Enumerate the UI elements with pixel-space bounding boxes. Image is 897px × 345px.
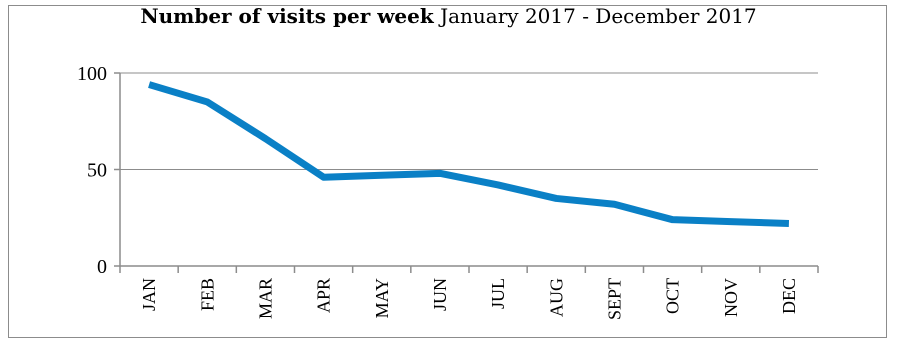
x-tick-label: APR — [314, 278, 334, 313]
x-tick-label: JUL — [488, 278, 508, 309]
chart-title: Number of visits per week January 2017 -… — [0, 4, 897, 28]
x-tick-label: JUN — [430, 278, 450, 311]
x-tick-label: MAR — [255, 278, 275, 319]
chart-title-main: Number of visits per week — [140, 4, 434, 28]
x-tick-label: OCT — [663, 278, 683, 314]
y-tick-label: 100 — [77, 63, 107, 85]
chart-subtitle: January 2017 - December 2017 — [440, 4, 757, 28]
series-line — [148, 81, 790, 228]
x-tick-label: SEPT — [604, 278, 624, 320]
x-tick-label: JAN — [139, 278, 159, 311]
x-tick-label: NOV — [721, 278, 741, 317]
y-tick-label: 50 — [87, 160, 107, 182]
x-tick-label: DEC — [779, 278, 799, 314]
y-tick-label: 0 — [97, 256, 107, 278]
x-tick-label: AUG — [546, 278, 566, 317]
x-tick-label: MAY — [372, 278, 392, 318]
x-tick-label: FEB — [197, 278, 217, 311]
